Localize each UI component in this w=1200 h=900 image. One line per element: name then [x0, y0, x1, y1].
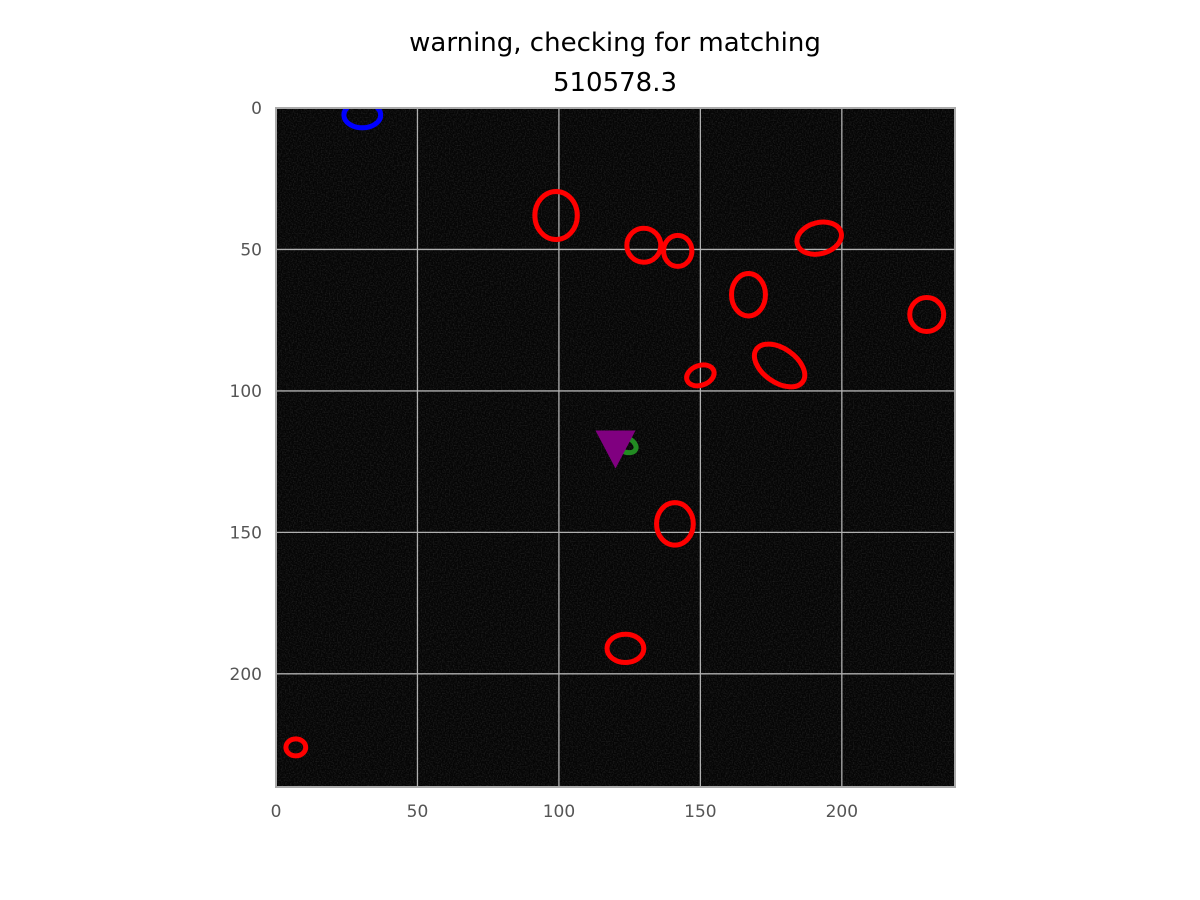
plot-area	[275, 107, 956, 788]
plot-frame	[275, 107, 956, 788]
red-ellipse-marker	[794, 219, 844, 257]
marks	[283, 108, 947, 759]
red-ellipse-marker	[728, 271, 768, 319]
red-ellipse-marker	[532, 188, 580, 243]
red-ellipse-marker	[624, 225, 664, 265]
x-tick-label: 50	[407, 802, 429, 822]
chart-subtitle: 510578.3	[552, 68, 678, 98]
x-tick-label: 100	[543, 802, 575, 822]
red-ellipse-marker	[654, 500, 696, 548]
purple-triangle-marker	[595, 430, 636, 469]
red-ellipse-marker	[684, 362, 717, 389]
red-ellipse-marker	[604, 631, 647, 666]
x-tick-label: 150	[684, 802, 716, 822]
x-tick-label: 0	[271, 802, 282, 822]
y-tick-label: 100	[230, 382, 262, 402]
y-axis: 0 50 100 150 200	[230, 99, 262, 685]
y-tick-label: 50	[240, 240, 262, 260]
x-tick-label: 200	[826, 802, 858, 822]
red-ellipse-marker	[907, 295, 947, 335]
chart-title: warning, checking for matching	[409, 28, 821, 58]
y-tick-label: 200	[230, 665, 262, 685]
red-ellipse-marker	[751, 341, 808, 390]
x-axis: 0 50 100 150 200	[271, 802, 858, 822]
blue-ellipse-marker	[341, 108, 384, 131]
red-ellipse-marker	[661, 232, 695, 269]
red-ellipse-marker	[283, 736, 309, 759]
y-tick-label: 0	[251, 99, 262, 119]
y-tick-label: 150	[230, 523, 262, 543]
